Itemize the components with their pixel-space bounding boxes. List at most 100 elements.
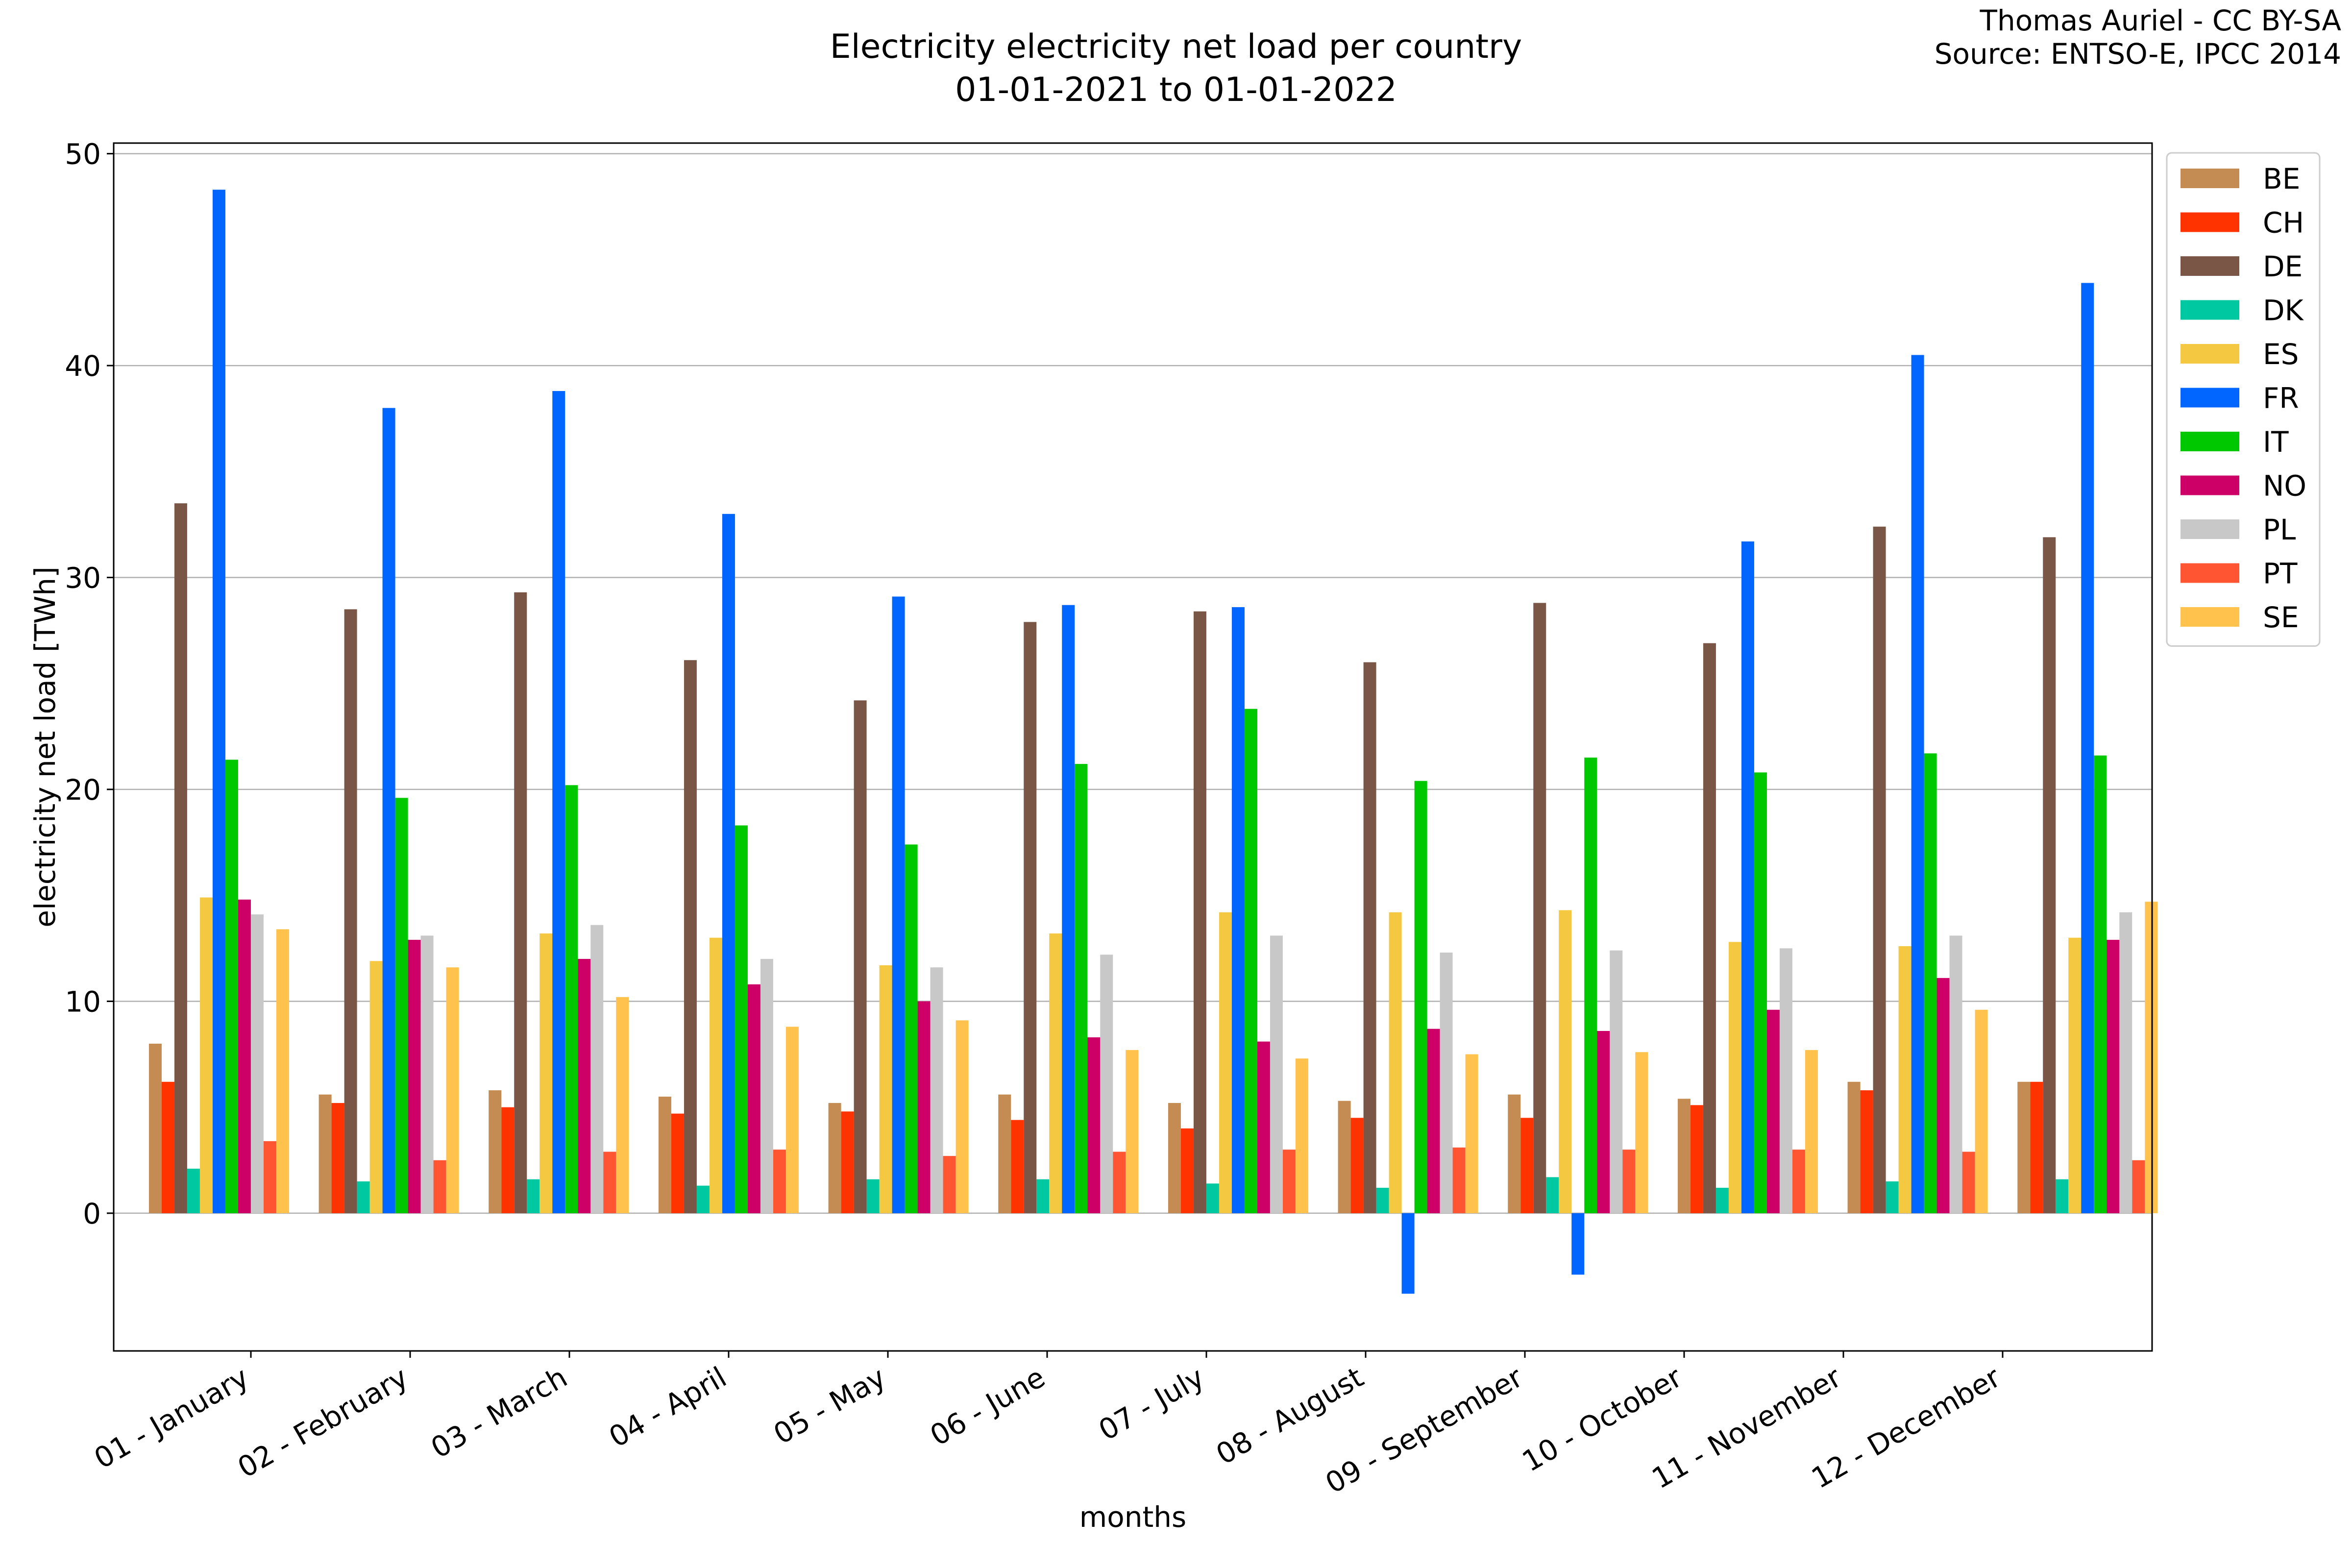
bar-it xyxy=(905,844,918,1213)
chart-title-line2: 01-01-2021 to 01-01-2022 xyxy=(955,71,1397,109)
bar-es xyxy=(539,933,553,1213)
bar-fr xyxy=(1911,355,1924,1213)
bar-pl xyxy=(590,925,604,1213)
x-tick-label: 05 - May xyxy=(768,1360,891,1451)
x-axis-label: months xyxy=(1079,1500,1186,1534)
bar-es xyxy=(1728,942,1741,1213)
bar-it xyxy=(1244,709,1257,1213)
y-tick-label: 40 xyxy=(65,349,101,383)
bar-no xyxy=(1257,1041,1270,1213)
bar-dk xyxy=(866,1179,880,1213)
bar-pl xyxy=(1270,935,1283,1213)
bar-de xyxy=(344,609,357,1213)
credit-text: Thomas Auriel - CC BY-SA Source: ENTSO-E… xyxy=(1935,4,2341,71)
legend-swatch-pl xyxy=(2180,519,2239,539)
legend: BE CH DE DK ES FR IT NO PL PT SE xyxy=(2166,152,2321,647)
bar-be xyxy=(1508,1094,1521,1213)
bar-dk xyxy=(696,1185,710,1213)
bar-it xyxy=(1414,781,1427,1213)
bar-fr xyxy=(722,514,735,1213)
bar-dk xyxy=(1206,1183,1219,1213)
bar-dk xyxy=(1546,1177,1559,1213)
legend-swatch-it xyxy=(2180,432,2239,451)
bar-pt xyxy=(263,1141,276,1213)
bar-dk xyxy=(357,1181,370,1213)
bar-fr xyxy=(2081,283,2094,1213)
bar-es xyxy=(2068,937,2082,1213)
bar-ch xyxy=(2030,1081,2043,1213)
bar-es xyxy=(1049,933,1062,1213)
bar-se xyxy=(446,967,459,1213)
legend-swatch-pt xyxy=(2180,563,2239,583)
bar-fr xyxy=(1401,1213,1415,1294)
bar-es xyxy=(1559,910,1572,1213)
bar-pt xyxy=(2132,1160,2145,1213)
bar-se xyxy=(785,1027,799,1213)
legend-label-es: ES xyxy=(2263,338,2299,371)
bar-be xyxy=(828,1103,841,1213)
x-tick-label: 02 - February xyxy=(232,1360,414,1484)
legend-label-pt: PT xyxy=(2263,557,2298,590)
bar-es xyxy=(879,965,892,1213)
bar-es xyxy=(199,897,213,1213)
bar-dk xyxy=(1886,1181,1899,1213)
bar-no xyxy=(2107,940,2120,1213)
bar-fr xyxy=(1741,541,1754,1213)
bar-de xyxy=(1363,662,1376,1213)
bar-be xyxy=(998,1094,1011,1213)
bar-it xyxy=(2094,755,2107,1213)
legend-label-dk: DK xyxy=(2263,294,2304,327)
y-axis-label: electricity net load [TWh] xyxy=(28,566,62,927)
y-tick-label: 10 xyxy=(65,985,101,1018)
bar-pt xyxy=(603,1152,616,1213)
x-tick-label: 06 - June xyxy=(925,1360,1051,1452)
bar-pt xyxy=(773,1150,786,1213)
bar-no xyxy=(1766,1009,1780,1213)
bar-dk xyxy=(1036,1179,1050,1213)
legend-label-it: IT xyxy=(2263,425,2289,459)
bar-ch xyxy=(841,1111,854,1213)
bar-pt xyxy=(1962,1152,1975,1213)
bar-se xyxy=(1295,1058,1308,1213)
x-tick-label: 08 - August xyxy=(1210,1360,1369,1471)
bar-pt xyxy=(943,1156,956,1213)
bar-pl xyxy=(760,958,773,1213)
bar-se xyxy=(1635,1052,1648,1213)
bar-no xyxy=(1597,1030,1610,1213)
bar-no xyxy=(1087,1037,1101,1213)
bar-be xyxy=(1847,1081,1861,1213)
bar-it xyxy=(395,798,408,1213)
bar-be xyxy=(318,1094,332,1213)
bar-it xyxy=(1754,772,1767,1213)
legend-swatch-be xyxy=(2180,169,2239,188)
bar-pl xyxy=(1440,952,1453,1213)
bar-pt xyxy=(1622,1150,1636,1213)
bar-fr xyxy=(1231,607,1245,1213)
bar-fr xyxy=(1571,1213,1585,1275)
bar-ch xyxy=(1011,1120,1024,1213)
bar-be xyxy=(148,1043,162,1213)
bar-no xyxy=(1427,1029,1440,1213)
bar-se xyxy=(276,929,289,1213)
legend-label-fr: FR xyxy=(2263,382,2299,415)
bar-pl xyxy=(1610,950,1623,1213)
bar-ch xyxy=(1520,1118,1534,1213)
bar-se xyxy=(2145,902,2158,1213)
chart-title-line1: Electricity electricity net load per cou… xyxy=(830,27,1522,66)
bar-de xyxy=(514,592,527,1213)
bar-ch xyxy=(1860,1090,1873,1213)
legend-swatch-fr xyxy=(2180,388,2239,408)
bar-es xyxy=(1219,912,1232,1213)
legend-swatch-se xyxy=(2180,607,2239,627)
bar-dk xyxy=(2056,1179,2069,1213)
legend-swatch-no xyxy=(2180,475,2239,495)
legend-label-be: BE xyxy=(2263,162,2300,196)
bar-pl xyxy=(1949,935,1962,1213)
bar-de xyxy=(684,660,697,1213)
bar-be xyxy=(658,1097,671,1213)
x-tick-label: 01 - January xyxy=(89,1360,254,1475)
bar-no xyxy=(747,984,760,1213)
bar-be xyxy=(1338,1101,1351,1213)
chart-title: Electricity electricity net load per cou… xyxy=(588,25,1764,112)
bar-it xyxy=(225,760,238,1213)
